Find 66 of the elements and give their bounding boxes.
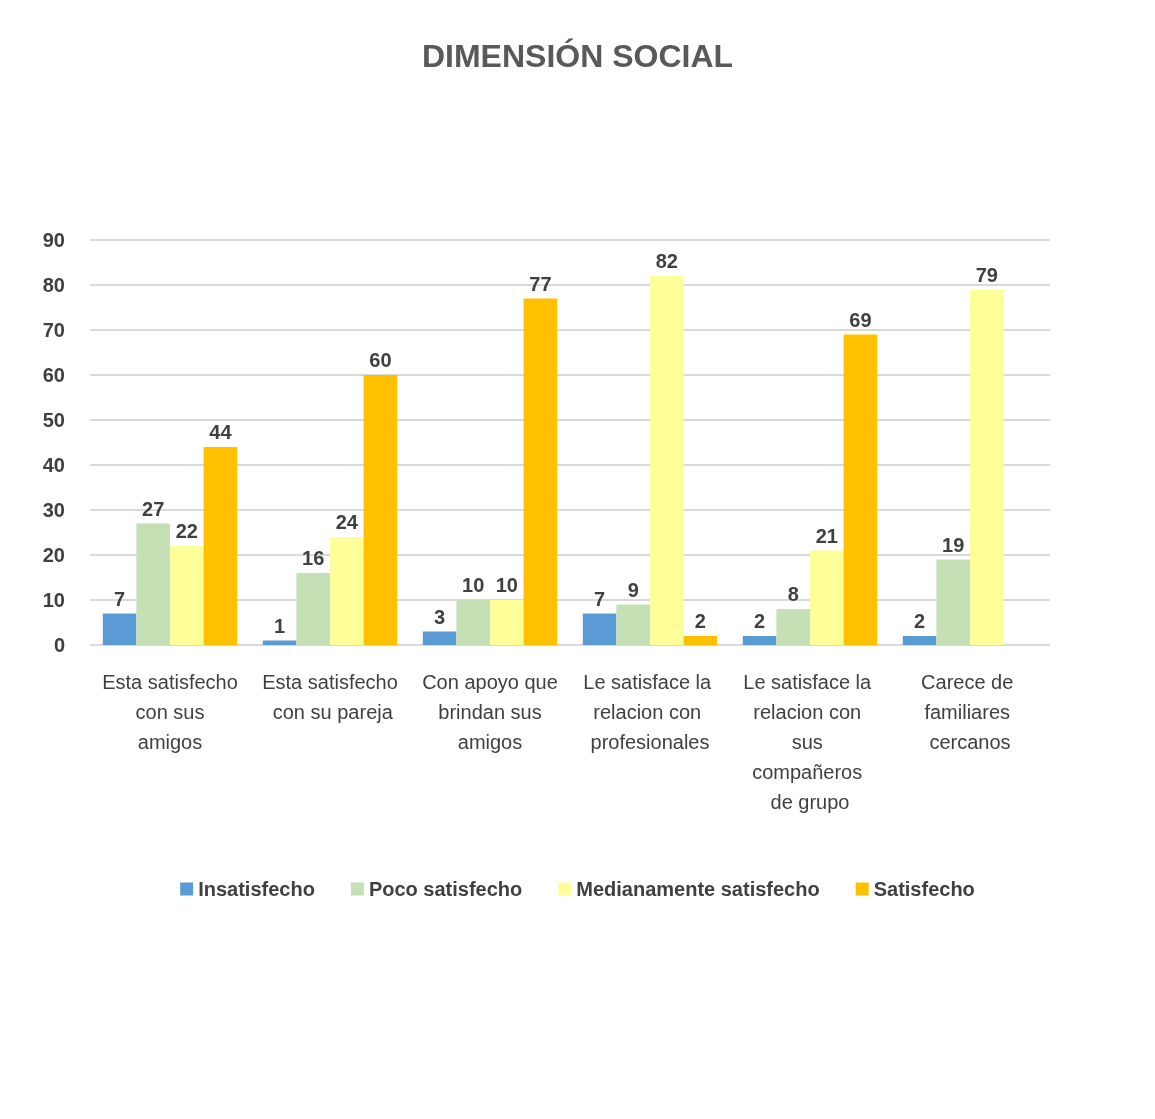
data-label: 2 [694,610,706,632]
data-label: 7 [594,587,606,610]
y-tick-label: 60 [42,364,65,386]
data-label: 44 [209,421,233,443]
bar [136,523,170,645]
chart-title: DIMENSIÓN SOCIAL [421,38,734,74]
bar [456,600,490,645]
y-tick-label: 70 [42,319,65,341]
y-tick-label: 10 [42,589,65,611]
data-label: 3 [434,605,446,628]
bar [170,546,204,645]
bar [683,636,718,645]
x-tick-label: Carece de familiares cercanos [921,671,1019,753]
bar [102,613,137,645]
data-label: 27 [142,497,165,520]
data-label: 60 [369,349,392,371]
bar [490,600,524,645]
x-tick-label: Le satisface la relacion con profesionales [583,671,717,753]
y-tick-label: 30 [42,499,65,521]
bar [582,613,617,645]
legend-label: Insatisfecho [198,878,315,900]
bar [776,609,810,645]
bar [936,559,970,645]
bar [843,334,878,645]
y-tick-label: 50 [42,409,65,431]
y-tick-label: 80 [42,274,65,296]
data-label: 24 [335,511,359,533]
x-tick-label: Esta satisfecho con sus amigos [102,671,238,753]
data-label: 16 [302,547,325,569]
data-label: 77 [529,272,552,295]
bar [970,289,1004,645]
data-label: 19 [942,533,965,556]
data-label: 69 [849,308,872,331]
y-tick-label: 0 [53,634,65,656]
bar [810,550,844,645]
data-label: 2 [914,610,926,632]
data-label: 1 [274,614,286,637]
bar [616,604,650,645]
data-label: 10 [495,574,518,596]
bar [902,636,937,645]
data-label: 8 [787,583,799,605]
data-label: 10 [462,574,485,596]
bar [422,631,457,645]
y-tick-label: 90 [42,229,65,251]
x-tick-label: Le satisface la relacion con sus compañeros de grupo [743,671,877,813]
data-label: 7 [114,587,126,610]
data-label: 82 [655,250,678,272]
bar [330,537,364,645]
x-tick-label: Esta satisfecho con su pareja [262,671,398,723]
bar [650,276,684,645]
x-tick-label: Con apoyo que brindan sus amigos [422,671,558,753]
data-label: 2 [754,610,766,632]
data-label: 79 [975,263,998,286]
bar [296,573,330,645]
legend-label: Satisfecho [873,878,975,900]
data-label: 9 [627,578,639,601]
bar [523,298,558,645]
legend-label: Poco satisfecho [368,878,523,900]
bar [203,447,238,645]
data-label: 21 [815,524,838,547]
bar [363,375,398,645]
data-label: 22 [175,520,198,542]
y-tick-label: 20 [42,544,65,566]
y-tick-label: 40 [42,454,65,476]
bar [742,636,777,645]
legend-label: Medianamente satisfecho [576,878,820,900]
